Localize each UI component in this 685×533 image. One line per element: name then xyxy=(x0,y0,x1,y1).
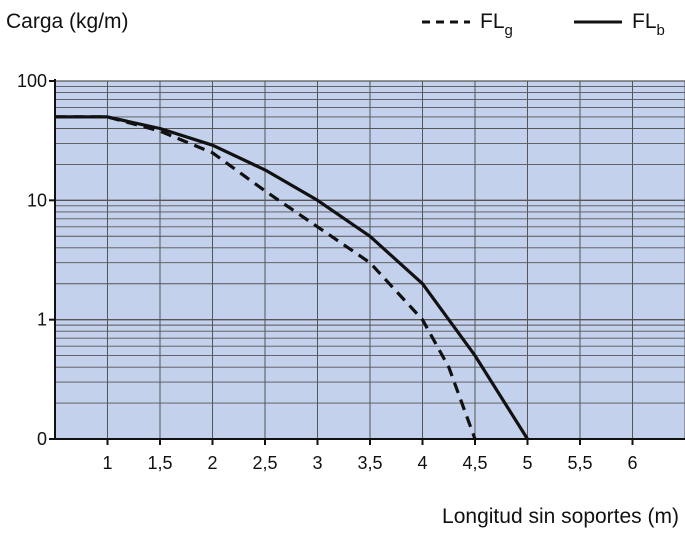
series-line-fl-b xyxy=(55,115,529,440)
x-tick-label: 4,5 xyxy=(462,453,487,473)
x-tick-label: 5,5 xyxy=(567,453,592,473)
solid-line-swatch xyxy=(574,20,622,24)
legend-item-flg: FL g xyxy=(420,10,513,39)
x-tick-label: 4 xyxy=(417,453,427,473)
y-tick-label: 0 xyxy=(37,429,47,449)
y-tick-label: 100 xyxy=(17,71,47,91)
legend-label-flg: FL xyxy=(480,10,505,33)
legend-item-flb: FL b xyxy=(572,10,665,39)
x-tick-label: 3,5 xyxy=(357,453,382,473)
x-tick-label: 2 xyxy=(207,453,217,473)
y-axis-label: Carga (kg/m) xyxy=(6,10,129,33)
y-tick-label: 1 xyxy=(37,310,47,330)
legend-sub-flg: g xyxy=(504,21,513,39)
x-tick-label: 1 xyxy=(102,453,112,473)
legend-label-flb: FL xyxy=(632,10,657,33)
x-tick-label: 3 xyxy=(312,453,322,473)
x-tick-label: 5 xyxy=(522,453,532,473)
legend-sub-flb: b xyxy=(656,21,665,39)
y-tick-label: 10 xyxy=(27,190,47,210)
x-tick-label: 1,5 xyxy=(147,453,172,473)
x-axis-label: Longitud sin soportes (m) xyxy=(442,505,679,528)
x-tick-label: 6 xyxy=(627,453,637,473)
x-tick-label: 2,5 xyxy=(252,453,277,473)
dashed-line-swatch xyxy=(422,20,470,24)
